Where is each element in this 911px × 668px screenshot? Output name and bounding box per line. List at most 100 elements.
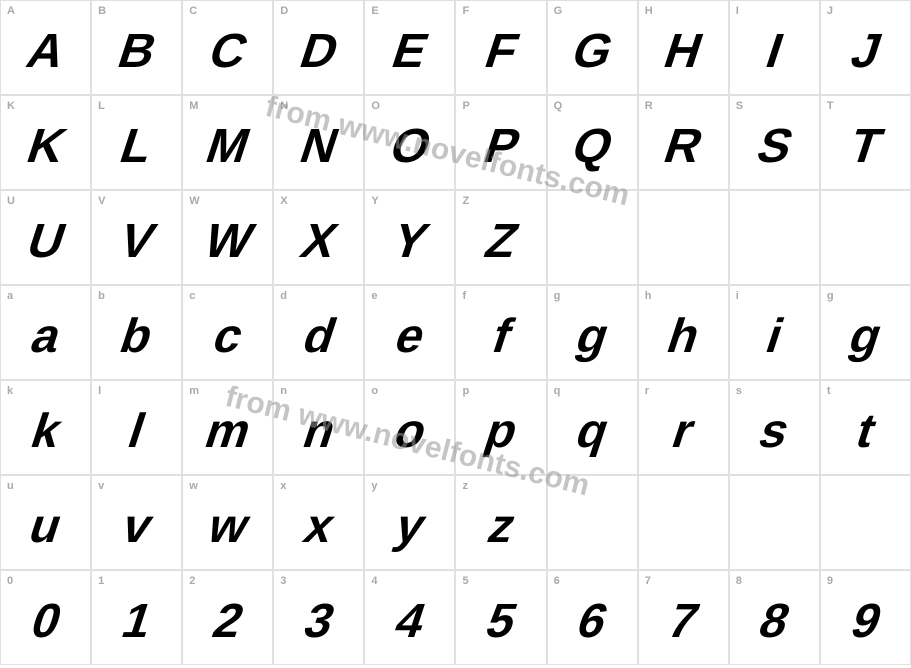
char-cell[interactable]: DD	[273, 0, 364, 95]
char-cell[interactable]: 44	[364, 570, 455, 665]
char-cell[interactable]: hh	[638, 285, 729, 380]
char-cell[interactable]: MM	[182, 95, 273, 190]
glyph: z	[482, 503, 521, 551]
cell-label: c	[189, 290, 195, 302]
char-cell[interactable]: tt	[820, 380, 911, 475]
char-cell[interactable]: pp	[455, 380, 546, 475]
char-cell[interactable]: gg	[547, 285, 638, 380]
char-cell[interactable]: ii	[729, 285, 820, 380]
cell-label: a	[7, 290, 13, 302]
char-cell[interactable]: OO	[364, 95, 455, 190]
char-cell[interactable]: KK	[0, 95, 91, 190]
char-cell[interactable]	[638, 475, 729, 570]
char-cell[interactable]: 11	[91, 570, 182, 665]
char-cell[interactable]: WW	[182, 190, 273, 285]
cell-label: s	[736, 385, 742, 397]
glyph: K	[21, 123, 70, 171]
char-cell[interactable]: BB	[91, 0, 182, 95]
char-cell[interactable]	[638, 190, 729, 285]
char-cell[interactable]: FF	[455, 0, 546, 95]
char-cell[interactable]: vv	[91, 475, 182, 570]
char-cell[interactable]	[547, 475, 638, 570]
cell-label: W	[189, 195, 199, 207]
char-cell[interactable]: YY	[364, 190, 455, 285]
char-cell[interactable]: yy	[364, 475, 455, 570]
char-cell[interactable]	[729, 475, 820, 570]
char-cell[interactable]	[547, 190, 638, 285]
char-cell[interactable]: ss	[729, 380, 820, 475]
char-cell[interactable]: 33	[273, 570, 364, 665]
cell-label: w	[189, 480, 198, 492]
cell-label: z	[462, 480, 468, 492]
char-cell[interactable]: NN	[273, 95, 364, 190]
char-cell[interactable]: 55	[455, 570, 546, 665]
char-cell[interactable]: EE	[364, 0, 455, 95]
char-cell[interactable]: uu	[0, 475, 91, 570]
cell-label: Y	[371, 195, 378, 207]
char-cell[interactable]: VV	[91, 190, 182, 285]
char-cell[interactable]: rr	[638, 380, 729, 475]
char-cell[interactable]: xx	[273, 475, 364, 570]
char-cell[interactable]: nn	[273, 380, 364, 475]
char-cell[interactable]: LL	[91, 95, 182, 190]
char-cell[interactable]: JJ	[820, 0, 911, 95]
cell-label: M	[189, 100, 198, 112]
char-cell[interactable]: ZZ	[455, 190, 546, 285]
char-cell[interactable]: zz	[455, 475, 546, 570]
glyph: b	[115, 313, 159, 361]
char-cell[interactable]: TT	[820, 95, 911, 190]
glyph: o	[388, 408, 432, 456]
char-cell[interactable]: CC	[182, 0, 273, 95]
char-cell[interactable]: qq	[547, 380, 638, 475]
cell-label: T	[827, 100, 834, 112]
cell-label: O	[371, 100, 380, 112]
cell-label: 2	[189, 575, 195, 587]
char-cell[interactable]: ll	[91, 380, 182, 475]
char-cell[interactable]	[820, 475, 911, 570]
char-cell[interactable]: GG	[547, 0, 638, 95]
cell-label: N	[280, 100, 288, 112]
cell-label: H	[645, 5, 653, 17]
char-cell[interactable]: ww	[182, 475, 273, 570]
cell-label: k	[7, 385, 13, 397]
glyph: N	[294, 123, 343, 171]
char-cell[interactable]: mm	[182, 380, 273, 475]
char-cell[interactable]: kk	[0, 380, 91, 475]
char-cell[interactable]: bb	[91, 285, 182, 380]
cell-label: C	[189, 5, 197, 17]
char-cell[interactable]: RR	[638, 95, 729, 190]
char-cell[interactable]: HH	[638, 0, 729, 95]
char-cell[interactable]: 99	[820, 570, 911, 665]
char-cell[interactable]: ee	[364, 285, 455, 380]
char-cell[interactable]: ff	[455, 285, 546, 380]
glyph: Q	[566, 123, 618, 171]
char-cell[interactable]: 88	[729, 570, 820, 665]
glyph: B	[112, 28, 161, 76]
char-cell[interactable]	[820, 190, 911, 285]
char-cell[interactable]: XX	[273, 190, 364, 285]
glyph: 9	[845, 598, 886, 646]
char-cell[interactable]: 22	[182, 570, 273, 665]
glyph: X	[296, 218, 343, 266]
glyph: M	[200, 123, 255, 171]
cell-label: m	[189, 385, 199, 397]
char-cell[interactable]: 77	[638, 570, 729, 665]
char-cell[interactable]: PP	[455, 95, 546, 190]
char-cell[interactable]: aa	[0, 285, 91, 380]
char-cell[interactable]: oo	[364, 380, 455, 475]
char-cell[interactable]: II	[729, 0, 820, 95]
glyph: 8	[754, 598, 795, 646]
char-cell[interactable]: gg	[820, 285, 911, 380]
char-cell[interactable]: 66	[547, 570, 638, 665]
char-cell[interactable]: 00	[0, 570, 91, 665]
char-cell[interactable]: dd	[273, 285, 364, 380]
char-cell[interactable]: UU	[0, 190, 91, 285]
char-cell[interactable]: QQ	[547, 95, 638, 190]
char-cell[interactable]: AA	[0, 0, 91, 95]
char-cell[interactable]	[729, 190, 820, 285]
glyph: U	[21, 218, 70, 266]
glyph: P	[478, 123, 525, 171]
glyph: V	[113, 218, 160, 266]
char-cell[interactable]: SS	[729, 95, 820, 190]
char-cell[interactable]: cc	[182, 285, 273, 380]
